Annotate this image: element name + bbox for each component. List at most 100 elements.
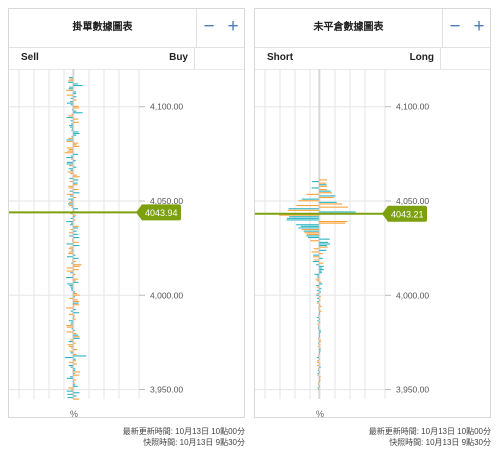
histogram-bar (69, 339, 73, 341)
histogram-bar (73, 264, 82, 266)
histogram-bar (73, 281, 79, 283)
histogram-bar (71, 222, 73, 224)
price-tick-label: 4,000.00 (396, 290, 429, 300)
histogram-bar (73, 305, 74, 307)
histogram-bar (66, 221, 73, 223)
histogram-bar (69, 165, 73, 167)
histogram-bar (73, 91, 76, 93)
histogram-bar (69, 297, 73, 299)
histogram-bar (319, 313, 320, 315)
histogram-bar (319, 381, 320, 383)
percent-label-text: % (69, 409, 78, 419)
histogram-bar (319, 331, 321, 333)
histogram-bar (289, 216, 319, 218)
histogram-bar (317, 345, 319, 347)
histogram-bar (319, 182, 327, 184)
histogram-bar (73, 291, 75, 293)
histogram-bar (306, 233, 319, 235)
histogram-bar (64, 152, 73, 154)
histogram-bar (67, 344, 73, 346)
histogram-bar (319, 281, 322, 283)
histogram-bar (71, 129, 73, 131)
histogram-bar (68, 253, 73, 255)
histogram-bar (319, 304, 321, 306)
histogram-bar (70, 213, 73, 215)
histogram-bar (73, 360, 76, 362)
histogram-bar (73, 265, 80, 267)
histogram-bar (70, 126, 73, 128)
panel-title: 掛單數據圖表 (9, 9, 197, 47)
histogram-bar (313, 248, 319, 250)
histogram-bar (67, 256, 73, 258)
histogram-bar (318, 326, 319, 328)
histogram-bar (70, 173, 73, 175)
histogram-bar (316, 289, 319, 291)
histogram-bar (71, 321, 73, 323)
histogram-bar (317, 301, 319, 303)
histogram-bar (73, 184, 78, 186)
histogram-bar (73, 214, 77, 216)
histogram-bar (73, 309, 76, 311)
histogram-bar (318, 307, 319, 309)
histogram-bar (73, 257, 79, 259)
histogram-bar (73, 112, 83, 114)
histogram-bar (73, 358, 76, 360)
histogram-bar (68, 81, 73, 83)
zoom-in-button[interactable]: + (473, 16, 485, 37)
histogram-bar (318, 384, 319, 386)
histogram-bar (66, 270, 73, 272)
open-positions-chart: 4,100.00 4,050.00 4,000.00 3,950.00 4043.21 (255, 69, 429, 399)
histogram-bar (73, 302, 79, 304)
histogram-bar (73, 245, 80, 247)
histogram-bar (69, 181, 73, 183)
histogram-bar (73, 342, 76, 344)
histogram-bar (319, 265, 324, 267)
histogram-bar (71, 109, 73, 111)
histogram-bar (319, 363, 321, 365)
histogram-bar (68, 320, 73, 322)
long-label: Long (409, 52, 434, 63)
histogram-bar (68, 168, 73, 170)
footer-timestamps: 最新更新時間: 10月13日 10點00分 快照時間: 10月13日 9點30分 (254, 426, 491, 448)
histogram-bar (73, 371, 80, 373)
histogram-bar (73, 334, 79, 336)
histogram-bar (298, 227, 319, 229)
histogram-bar (319, 179, 327, 181)
histogram-bar (73, 230, 77, 232)
histogram-bar (73, 133, 80, 135)
histogram-bar (73, 144, 77, 146)
histogram-bar (317, 328, 319, 330)
histogram-bar (73, 160, 76, 162)
histogram-bar (319, 257, 323, 259)
histogram-bar (319, 211, 356, 213)
order-book-chart: 4,100.00 4,050.00 4,000.00 3,950.00 4043.94 (9, 69, 183, 400)
histogram-bar (68, 251, 73, 253)
histogram-bar (319, 238, 330, 240)
histogram-bar (69, 86, 73, 88)
histogram-bar (67, 147, 73, 149)
histogram-bar (69, 78, 73, 80)
histogram-bar (298, 200, 319, 202)
histogram-bar (319, 350, 321, 352)
histogram-bar (319, 334, 320, 336)
histogram-bar (70, 155, 73, 157)
histogram-bar (73, 192, 80, 194)
histogram-bar (312, 181, 319, 183)
histogram-bar (71, 113, 73, 115)
histogram-bar (73, 131, 79, 133)
histogram-bar (68, 365, 73, 367)
histogram-bar (317, 361, 319, 363)
histogram-bar (319, 336, 320, 338)
histogram-bar (319, 318, 321, 320)
histogram-bar (68, 248, 73, 250)
histogram-bar (319, 269, 324, 271)
zoom-out-button[interactable]: − (449, 16, 461, 37)
histogram-bar (319, 272, 323, 274)
histogram-bar (319, 283, 323, 285)
zoom-in-button[interactable]: + (227, 16, 239, 37)
histogram-bar (72, 275, 73, 277)
zoom-out-button[interactable]: − (203, 16, 215, 37)
histogram-bar (300, 225, 319, 227)
panel-header: 掛單數據圖表 − + (9, 9, 244, 48)
histogram-bar (69, 125, 73, 127)
